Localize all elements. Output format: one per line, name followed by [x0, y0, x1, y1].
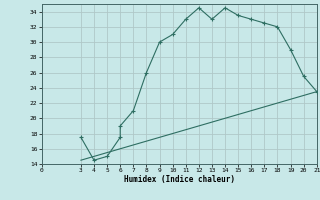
X-axis label: Humidex (Indice chaleur): Humidex (Indice chaleur) [124, 175, 235, 184]
